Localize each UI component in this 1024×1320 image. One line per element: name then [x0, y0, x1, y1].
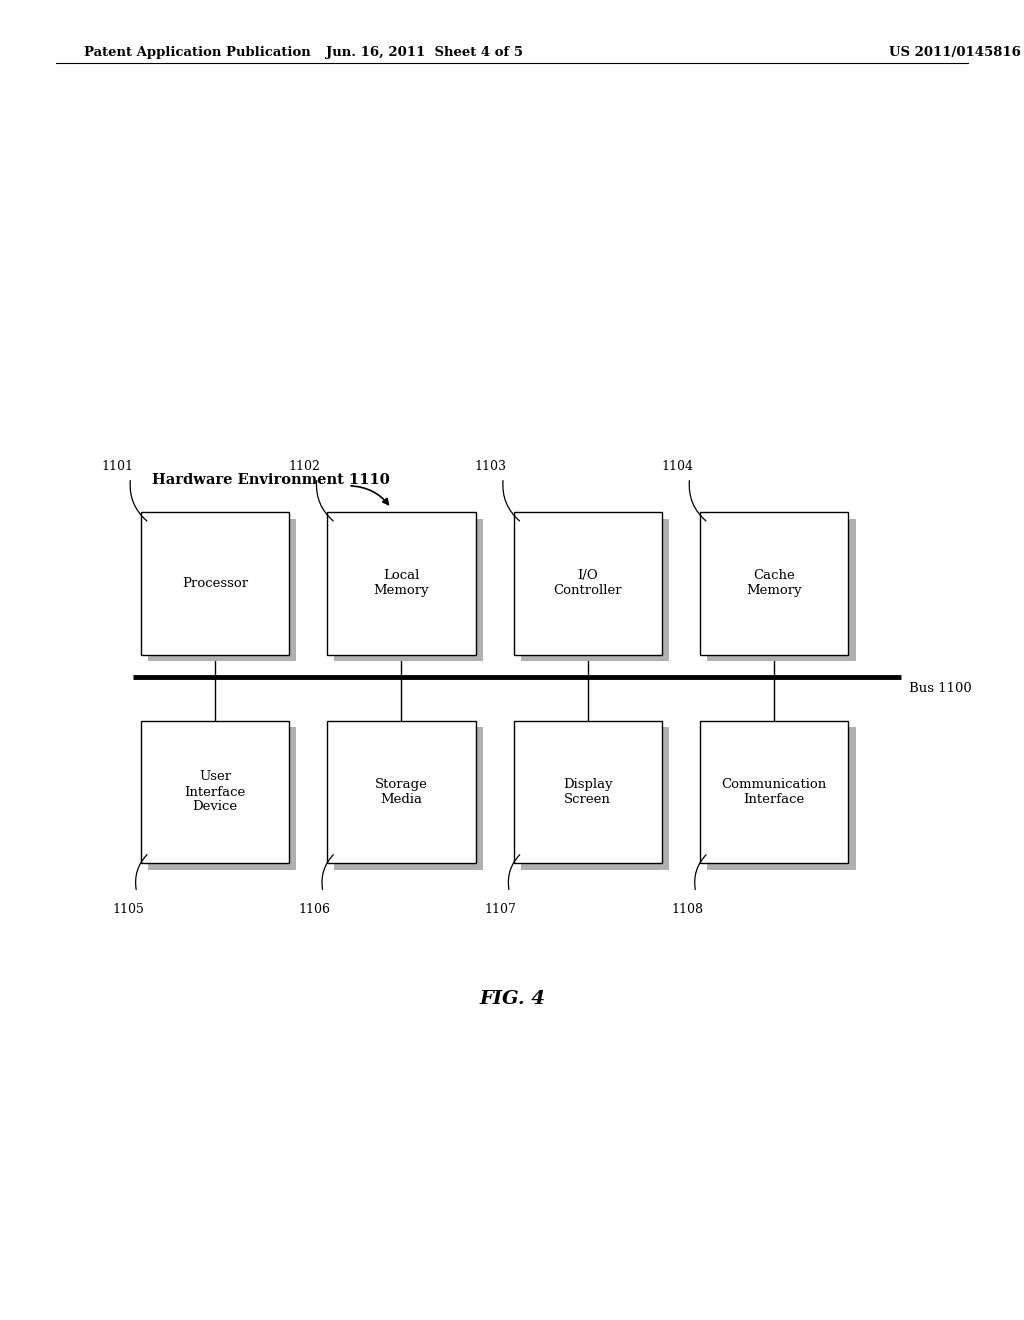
Text: Storage
Media: Storage Media [375, 777, 428, 807]
Bar [148, 519, 297, 661]
Text: Hardware Environment 1110: Hardware Environment 1110 [152, 474, 389, 487]
Bar [700, 512, 848, 655]
Bar [707, 519, 856, 661]
Text: Cache
Memory: Cache Memory [746, 569, 802, 598]
Text: Display
Screen: Display Screen [563, 777, 612, 807]
Text: 1107: 1107 [484, 903, 517, 916]
Bar [700, 721, 848, 863]
Text: Local
Memory: Local Memory [374, 569, 429, 598]
Text: I/O
Controller: I/O Controller [553, 569, 623, 598]
Bar [334, 519, 483, 661]
Bar [520, 727, 670, 870]
Text: 1105: 1105 [113, 903, 144, 916]
Text: 1101: 1101 [102, 459, 134, 473]
Text: Jun. 16, 2011  Sheet 4 of 5: Jun. 16, 2011 Sheet 4 of 5 [327, 46, 523, 59]
Text: 1108: 1108 [672, 903, 703, 916]
Text: 1104: 1104 [662, 459, 693, 473]
Bar [141, 512, 289, 655]
Text: User
Interface
Device: User Interface Device [184, 771, 246, 813]
Bar [328, 721, 475, 863]
Bar [520, 519, 670, 661]
Text: Bus 1100: Bus 1100 [909, 682, 972, 696]
Bar [513, 512, 662, 655]
Text: Patent Application Publication: Patent Application Publication [84, 46, 310, 59]
Text: FIG. 4: FIG. 4 [479, 990, 545, 1008]
Text: Communication
Interface: Communication Interface [722, 777, 826, 807]
Bar [148, 727, 297, 870]
Bar [707, 727, 856, 870]
Bar [141, 721, 289, 863]
Bar [334, 727, 483, 870]
Text: Processor: Processor [182, 577, 248, 590]
Bar [513, 721, 662, 863]
Text: 1106: 1106 [299, 903, 331, 916]
Text: 1102: 1102 [289, 459, 321, 473]
Text: US 2011/0145816 A1: US 2011/0145816 A1 [889, 46, 1024, 59]
Text: 1103: 1103 [474, 459, 507, 473]
Bar [328, 512, 475, 655]
